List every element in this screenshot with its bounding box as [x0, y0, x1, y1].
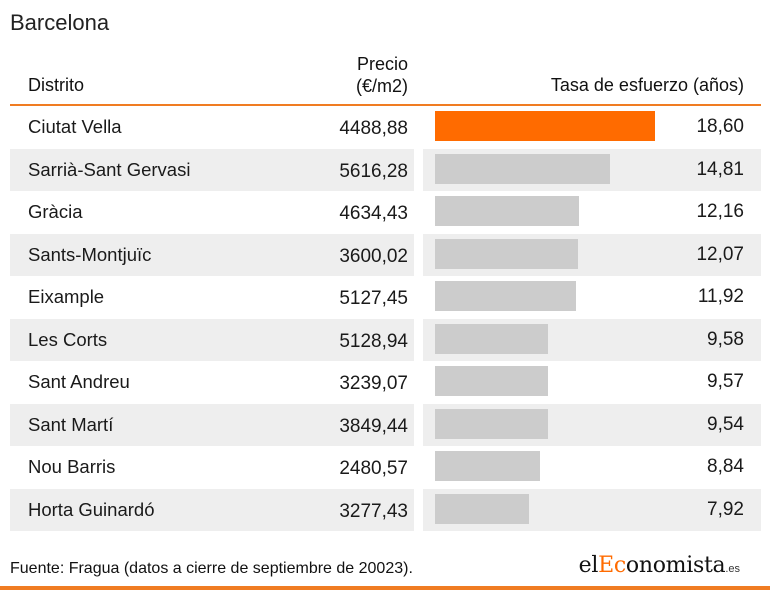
column-header-price-line1: Precio — [356, 54, 408, 74]
rate-value-label: 14,81 — [696, 158, 744, 180]
table-row: Gràcia 4634,43 12,16 — [10, 191, 761, 234]
logo-el: el — [578, 553, 599, 578]
brand-logo: elEconomista.es — [579, 553, 740, 578]
logo-ec: Ec — [598, 553, 626, 578]
district-label: Eixample — [28, 286, 105, 307]
district-label: Sants-Montjuïc — [28, 243, 152, 265]
rate-value-label: 9,57 — [707, 371, 744, 392]
table-row: Les Corts 5128,94 9,58 — [10, 318, 761, 361]
price-value: 3277,43 — [339, 500, 408, 522]
logo-rest: onomista — [625, 553, 726, 578]
price-value: 3600,02 — [339, 245, 408, 267]
rate-bar — [435, 281, 576, 311]
column-header-rate: Tasa de esfuerzo (años) — [550, 75, 744, 95]
chart-title: Barcelona — [10, 10, 110, 35]
table-row: Sant Andreu 3239,07 9,57 — [10, 361, 761, 404]
district-label: Nou Barris — [28, 456, 116, 477]
price-value: 2480,57 — [339, 458, 408, 479]
table-row: Sant Martí 3849,44 9,54 — [10, 403, 761, 446]
rate-value-label: 12,16 — [696, 201, 744, 222]
column-header-price-line2: (€/m2) — [355, 76, 408, 96]
table-row: Sants-Montjuïc 3600,02 12,07 — [10, 233, 761, 276]
row-background-left — [10, 488, 414, 531]
district-label: Gràcia — [28, 201, 83, 222]
rate-value-label: 9,54 — [707, 413, 744, 435]
rate-value-label: 18,60 — [696, 116, 744, 137]
column-header-price: Precio (€/m2) — [330, 53, 408, 97]
row-background-left — [10, 318, 414, 361]
row-background-left — [10, 148, 414, 191]
district-label: Sant Martí — [28, 413, 114, 435]
header-divider — [10, 104, 761, 106]
table-row: Sarrià-Sant Gervasi 5616,28 14,81 — [10, 148, 761, 191]
rate-value-label: 12,07 — [696, 243, 744, 265]
price-value: 5616,28 — [339, 160, 408, 182]
rate-bar — [435, 366, 549, 396]
rate-bar — [435, 323, 549, 354]
logo-tld: .es — [725, 563, 740, 575]
table-row: Horta Guinardó 3277,43 7,92 — [10, 488, 761, 531]
rate-value-label: 8,84 — [707, 456, 744, 477]
price-value: 4488,88 — [339, 118, 408, 139]
rate-value-label: 11,92 — [697, 286, 744, 307]
rate-bar — [435, 493, 529, 524]
rate-value-label: 9,58 — [707, 328, 744, 350]
rate-bar — [435, 408, 548, 439]
price-value: 5128,94 — [339, 330, 408, 352]
table-body: Ciutat Vella 4488,88 18,60 Sarrià-Sant Gerv… — [10, 106, 761, 531]
district-label: Sant Andreu — [28, 371, 130, 392]
price-value: 5127,45 — [339, 288, 408, 309]
rate-value-label: 7,92 — [707, 498, 744, 520]
bottom-divider — [0, 586, 770, 590]
district-label: Horta Guinardó — [28, 498, 155, 520]
rate-bar — [435, 196, 579, 226]
row-background-left — [10, 403, 414, 446]
source-note: Fuente: Fragua (datos a cierre de septie… — [10, 560, 413, 577]
rate-bar — [435, 451, 540, 481]
district-label: Les Corts — [28, 328, 108, 350]
table-row: Ciutat Vella 4488,88 18,60 — [10, 106, 761, 149]
rate-bar — [435, 238, 578, 269]
table-row: Nou Barris 2480,57 8,84 — [10, 446, 761, 489]
price-value: 3239,07 — [339, 373, 408, 394]
rate-bar — [435, 111, 655, 141]
row-background-left — [10, 233, 414, 276]
district-label: Ciutat Vella — [28, 116, 122, 137]
rate-bar — [435, 153, 611, 184]
district-label: Sarrià-Sant Gervasi — [28, 158, 191, 180]
price-value: 4634,43 — [339, 203, 408, 224]
price-value: 3849,44 — [339, 415, 408, 437]
table-row: Eixample 5127,45 11,92 — [10, 276, 761, 319]
column-header-district: Distrito — [28, 75, 85, 95]
